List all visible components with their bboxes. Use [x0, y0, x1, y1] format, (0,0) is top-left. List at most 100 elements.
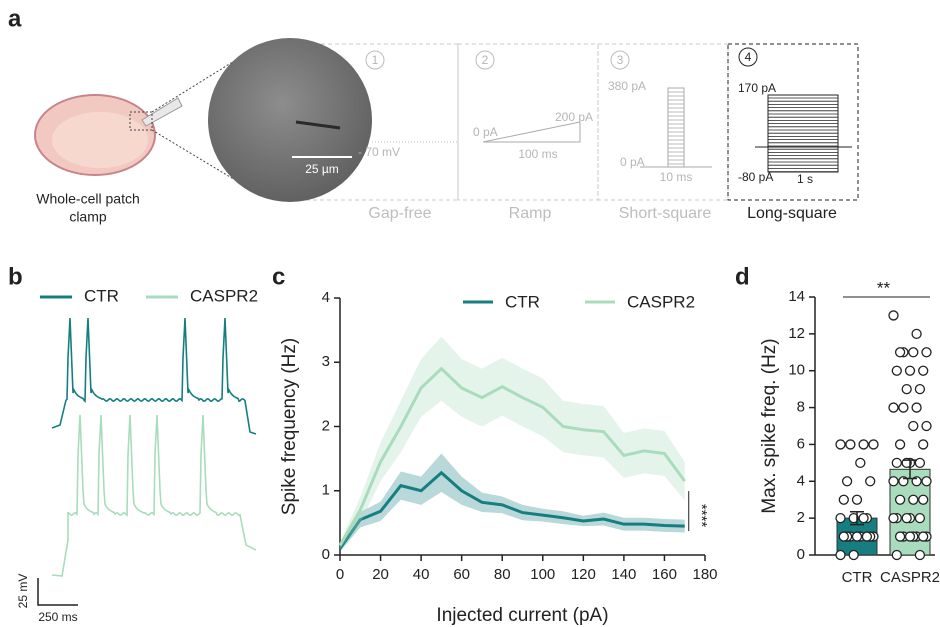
- y-tick-label: 14: [788, 288, 805, 305]
- data-point: [888, 402, 899, 413]
- micro-pipette: [295, 120, 341, 130]
- data-point: [901, 512, 912, 524]
- y-tick-label: 2: [322, 417, 330, 434]
- significance: ****: [693, 504, 710, 528]
- legend-label: CASPR2: [627, 292, 695, 311]
- protocol-label: -80 pA: [738, 170, 773, 184]
- data-point: [835, 512, 846, 524]
- x-tick-label: 120: [571, 566, 596, 583]
- data-point: [911, 402, 922, 413]
- cell-caption: clamp: [69, 209, 107, 225]
- data-point: [918, 439, 929, 450]
- protocol-label: 100 ms: [518, 147, 557, 161]
- data-point: [904, 531, 916, 542]
- number-circle: [365, 50, 385, 70]
- data-point: [888, 476, 899, 487]
- x-tick-label: 160: [652, 566, 677, 583]
- scale-label: 25 µm: [305, 162, 339, 176]
- x-tick-label: CTR: [842, 569, 873, 586]
- protocol-number: 1: [372, 53, 379, 67]
- trace: [51, 414, 257, 577]
- protocol-name: Ramp: [509, 205, 552, 222]
- error-bar: [903, 459, 917, 480]
- data-point: [858, 439, 869, 450]
- y-tick-label: 1: [322, 482, 330, 499]
- protocol-box: [597, 43, 729, 201]
- scale-label: 250 ms: [38, 610, 77, 624]
- data-point: [868, 439, 879, 450]
- protocol-box: [727, 43, 859, 201]
- data-point: [901, 383, 912, 395]
- data-point: [908, 420, 919, 432]
- error-bar: [850, 510, 864, 526]
- data-point: [921, 347, 932, 358]
- data-point: [855, 457, 866, 469]
- protocol-label: 380 pA: [608, 79, 646, 93]
- scale-label: 25 mV: [16, 574, 30, 609]
- panel-label: d: [735, 263, 750, 290]
- data-point: [921, 420, 932, 432]
- cell-caption: Whole-cell patch: [36, 191, 140, 207]
- data-point: [898, 402, 909, 413]
- data-point: [894, 347, 906, 358]
- data-point: [911, 328, 922, 340]
- y-tick-label: 10: [788, 362, 805, 379]
- number-circle: [738, 47, 758, 67]
- number-circle: [475, 50, 495, 70]
- legend-label: CTR: [84, 286, 119, 305]
- x-tick-label: 40: [413, 566, 430, 583]
- protocol-steps: [767, 94, 839, 173]
- error-band: [421, 453, 442, 505]
- y-tick-label: 12: [788, 325, 805, 342]
- data-point: [914, 512, 926, 524]
- data-point: [908, 347, 919, 358]
- y-axis-label: Spike frequency (Hz): [279, 338, 300, 515]
- cell-inner: [52, 112, 148, 168]
- x-tick-label: 80: [494, 566, 511, 583]
- data-point: [841, 476, 853, 487]
- data-point: [851, 531, 863, 542]
- data-point: [914, 457, 926, 469]
- number-circle: [610, 50, 630, 70]
- data-point: [918, 531, 929, 542]
- panel-label: c: [272, 263, 285, 290]
- y-tick-label: 0: [322, 546, 330, 563]
- y-axis-label: Max. spike freq. (Hz): [759, 338, 780, 513]
- x-axis-label: Injected current (pA): [436, 605, 608, 626]
- data-point: [851, 494, 863, 505]
- line: [338, 366, 686, 547]
- data-point: [921, 476, 932, 487]
- data-point: [894, 439, 906, 450]
- protocol-name: Gap-free: [368, 205, 431, 222]
- data-point: [891, 457, 902, 469]
- data-point: [894, 531, 906, 542]
- x-tick-label: 100: [530, 566, 555, 583]
- error-band: [461, 476, 482, 512]
- data-point: [908, 494, 919, 505]
- data-point: [891, 365, 902, 376]
- y-tick-label: 4: [322, 289, 330, 306]
- y-tick-label: 0: [797, 546, 805, 563]
- x-tick-label: CASPR2: [880, 569, 940, 586]
- x-tick-label: 140: [611, 566, 636, 583]
- y-tick-label: 8: [797, 399, 805, 416]
- data-point: [888, 310, 899, 321]
- panel-label: a: [8, 5, 22, 32]
- y-tick-label: 4: [797, 472, 805, 489]
- data-point: [861, 531, 873, 542]
- data-point: [918, 365, 929, 376]
- data-point: [888, 512, 899, 524]
- data-point: [845, 439, 856, 450]
- data-point: [904, 365, 916, 376]
- trace: [51, 317, 257, 435]
- data-point: [858, 512, 869, 524]
- micrograph: [208, 38, 372, 202]
- protocol-number: 2: [482, 53, 489, 67]
- error-band: [380, 400, 401, 482]
- protocol-name: Short-square: [619, 205, 712, 222]
- data-point: [835, 549, 846, 561]
- x-tick-label: 60: [453, 566, 470, 583]
- y-tick-label: 3: [322, 353, 330, 370]
- protocol-label: 0 pA: [620, 155, 645, 169]
